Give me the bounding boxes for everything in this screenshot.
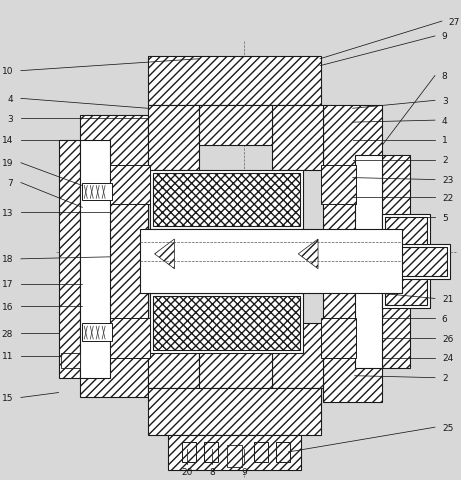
Text: 27: 27 [449, 18, 460, 26]
Bar [272, 324, 323, 388]
Bar [80, 141, 110, 378]
Text: 4: 4 [7, 95, 13, 104]
Bar [277, 442, 290, 462]
Bar [272, 106, 323, 170]
Text: 7: 7 [7, 179, 13, 188]
Text: 5: 5 [442, 213, 448, 222]
Bar [148, 106, 199, 170]
Bar [110, 319, 150, 358]
Bar [83, 183, 112, 201]
Text: 26: 26 [442, 334, 453, 343]
Polygon shape [154, 240, 174, 269]
Bar [398, 247, 447, 276]
Text: 6: 6 [442, 314, 448, 323]
Bar [153, 297, 300, 350]
Text: 14: 14 [2, 136, 13, 145]
Bar [140, 229, 402, 294]
Bar [150, 294, 303, 353]
Bar [83, 324, 112, 341]
Bar [199, 106, 272, 145]
Text: 18: 18 [1, 255, 13, 264]
Bar [148, 388, 321, 435]
Text: 2: 2 [442, 373, 448, 383]
Text: 21: 21 [442, 294, 453, 303]
Bar [110, 166, 150, 205]
Text: 19: 19 [1, 159, 13, 168]
Text: 28: 28 [2, 329, 13, 338]
Text: 9: 9 [241, 468, 247, 476]
Bar [148, 324, 199, 388]
Text: 11: 11 [1, 352, 13, 360]
Text: 23: 23 [442, 176, 453, 185]
Bar [254, 442, 267, 462]
Bar [385, 218, 427, 306]
Bar [150, 170, 303, 229]
Bar [227, 445, 242, 467]
Text: 25: 25 [442, 423, 453, 432]
Text: 24: 24 [442, 354, 453, 362]
Bar [204, 442, 218, 462]
Bar [153, 173, 300, 227]
Bar [323, 106, 383, 403]
Bar [383, 156, 410, 368]
Text: 13: 13 [1, 208, 13, 217]
Bar [167, 435, 301, 470]
Bar [59, 141, 80, 378]
Text: 22: 22 [442, 193, 453, 203]
Text: 8: 8 [442, 72, 448, 81]
Bar [80, 116, 148, 397]
Text: 15: 15 [1, 393, 13, 402]
Bar [199, 348, 272, 388]
Bar [183, 442, 196, 462]
Polygon shape [298, 240, 318, 269]
Bar [321, 319, 356, 358]
Text: 9: 9 [442, 32, 448, 41]
Text: 1: 1 [442, 136, 448, 145]
Bar [383, 215, 430, 309]
Text: 3: 3 [442, 96, 448, 106]
Text: 10: 10 [1, 67, 13, 76]
Bar [148, 57, 321, 106]
Bar [321, 166, 356, 205]
Bar [60, 353, 80, 368]
Bar [355, 156, 383, 368]
Text: 8: 8 [209, 468, 215, 476]
Text: 16: 16 [1, 302, 13, 311]
Text: 17: 17 [1, 279, 13, 288]
Text: 2: 2 [442, 156, 448, 165]
Text: 20: 20 [182, 468, 193, 476]
Text: 4: 4 [442, 117, 448, 125]
Bar [396, 244, 450, 279]
Text: 3: 3 [7, 114, 13, 123]
